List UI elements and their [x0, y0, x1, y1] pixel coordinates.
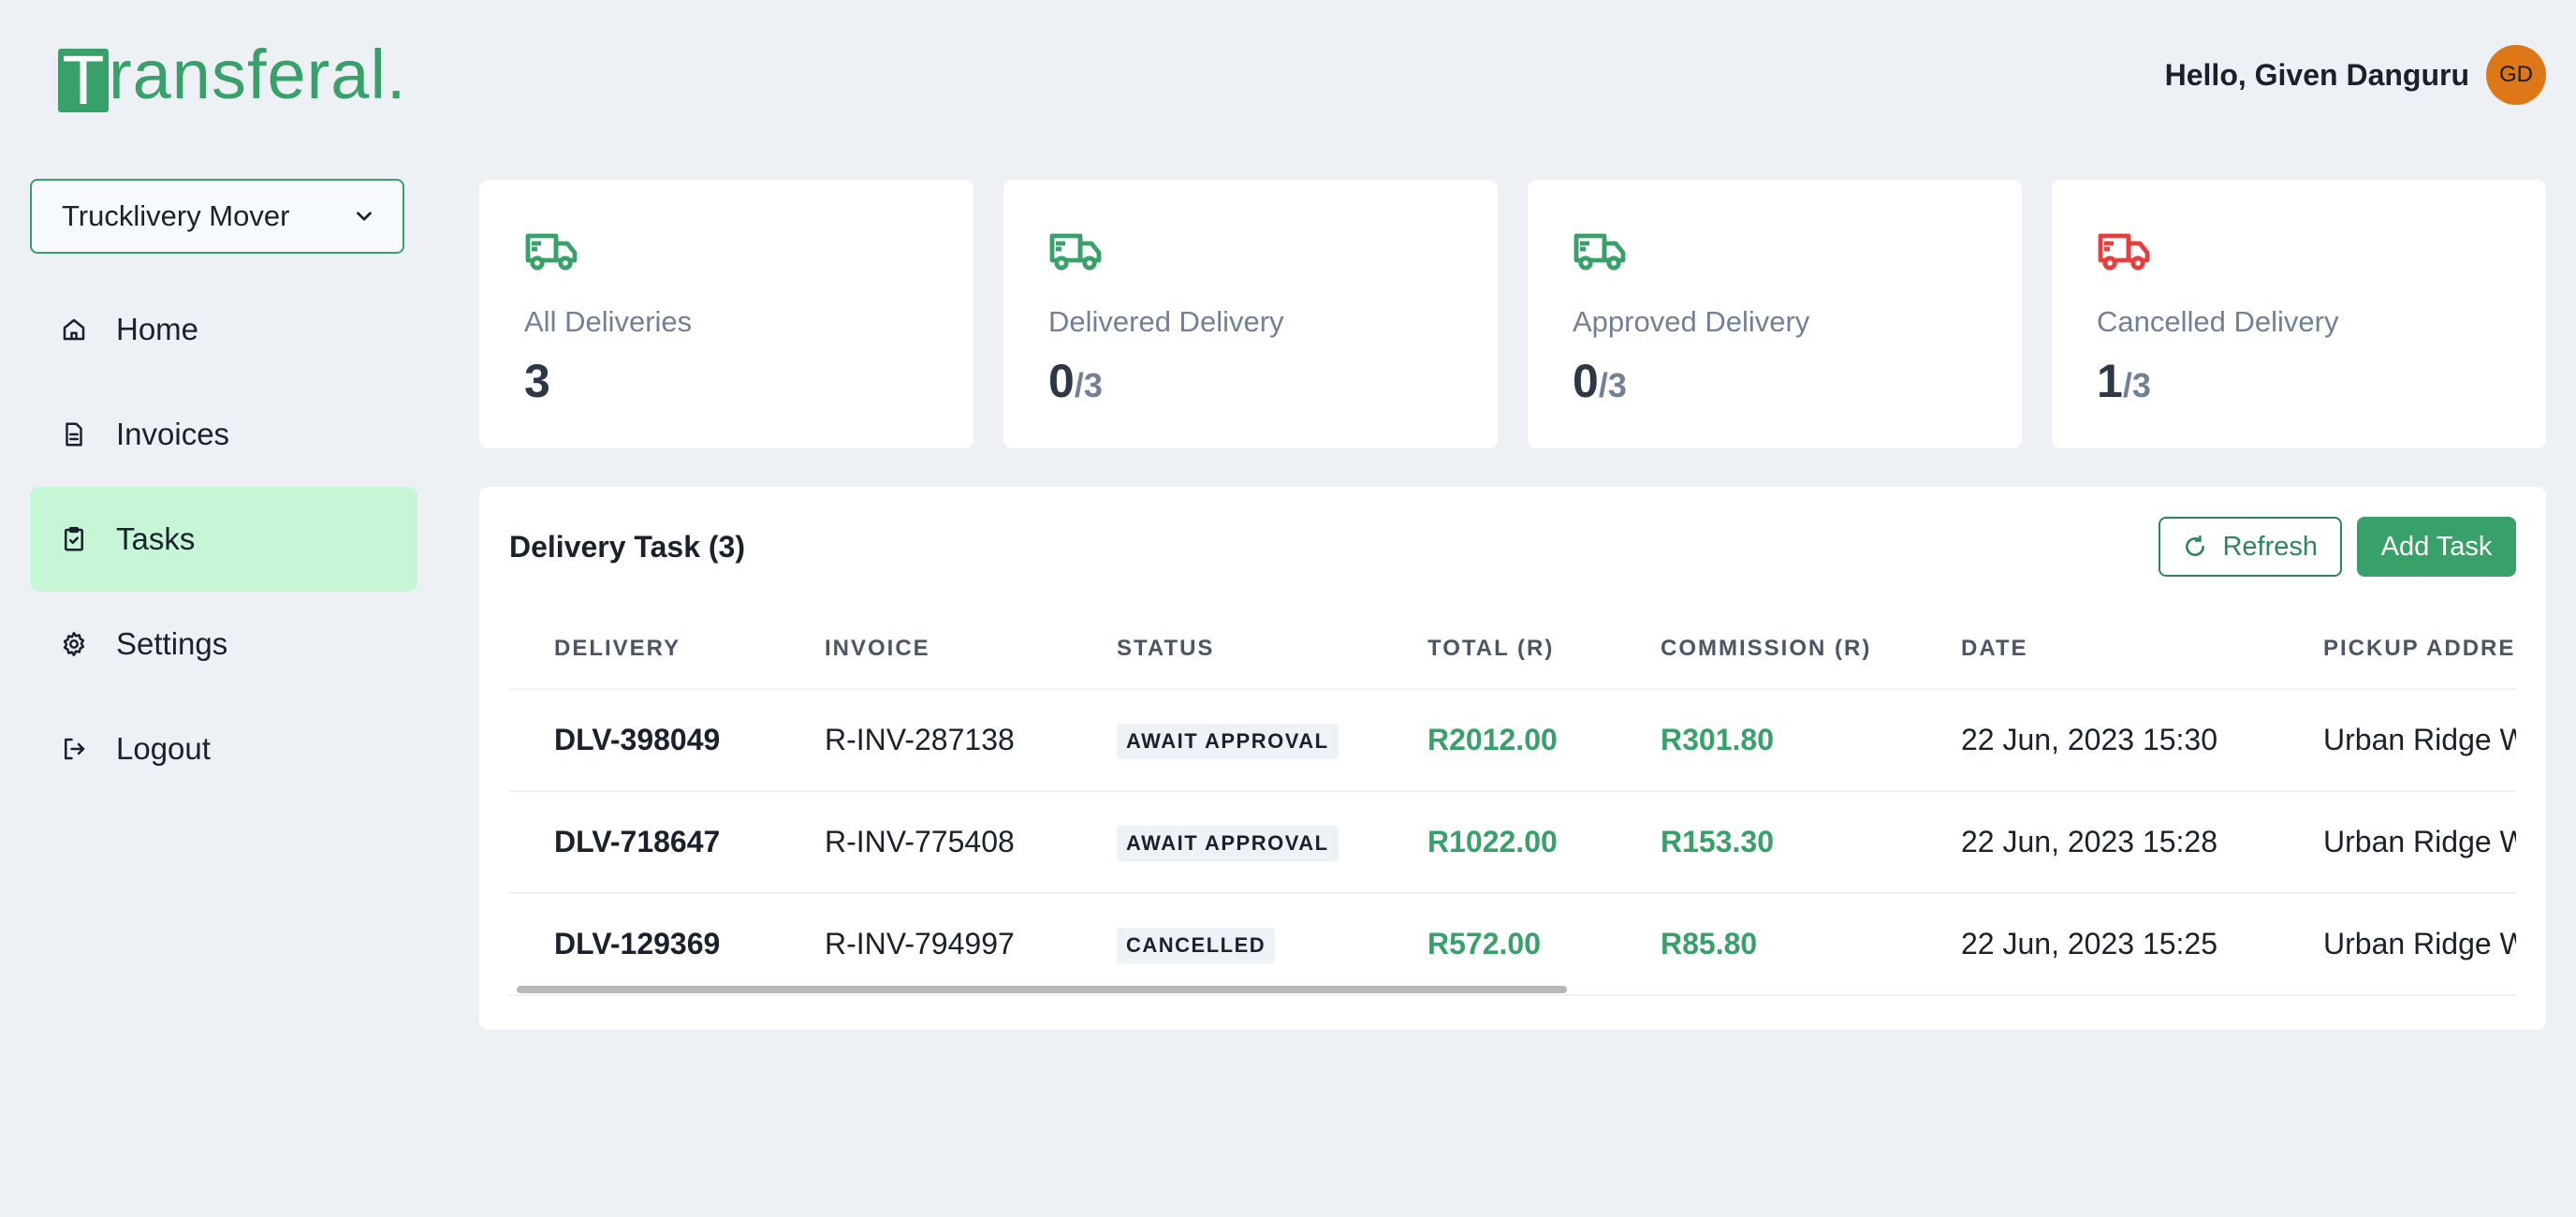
refresh-icon — [2186, 535, 2205, 557]
stat-label: Cancelled Delivery — [2097, 305, 2339, 338]
company-select[interactable]: Trucklivery Mover — [30, 179, 404, 254]
stat-label: Approved Delivery — [1573, 305, 1810, 338]
cell-delivery: DLV-129369 — [509, 893, 780, 996]
status-badge: CANCELLED — [1117, 928, 1276, 963]
truck-icon — [1573, 233, 1626, 271]
col-delivery: DELIVERY — [509, 608, 780, 690]
stat-label: All Deliveries — [524, 305, 693, 338]
cell-pickup: Urban Ridge W — [2278, 893, 2516, 996]
table-row[interactable]: DLV-398049 R-INV-287138 AWAIT APPROVAL R… — [509, 689, 2516, 792]
panel-title: Delivery Task (3) — [509, 530, 745, 564]
cell-date: 22 Jun, 2023 15:28 — [1916, 791, 2278, 894]
stat-value: 0/3 — [1048, 355, 1103, 407]
cell-total: R1022.00 — [1383, 791, 1616, 894]
chevron-down-icon — [357, 212, 372, 221]
user-greeting: Hello, Given Danguru GD — [2165, 45, 2546, 105]
cell-invoice: R-INV-287138 — [780, 689, 1072, 792]
cell-invoice: R-INV-794997 — [780, 893, 1072, 996]
sidebar-item-home[interactable]: Home — [30, 277, 417, 382]
gear-icon — [63, 631, 85, 657]
greeting-text: Hello, Given Danguru — [2164, 57, 2469, 92]
file-icon — [66, 422, 82, 447]
task-table-scroll[interactable]: DELIVERY INVOICE STATUS TOTAL (R) COMMIS… — [509, 608, 2516, 1011]
col-date: DATE — [1916, 608, 2278, 690]
stat-value: 3 — [524, 355, 550, 407]
cell-pickup: Urban Ridge W — [2278, 791, 2516, 894]
sidebar-item-settings[interactable]: Settings — [30, 592, 417, 696]
delivery-task-panel: Delivery Task (3) Refresh Add Task DELIV… — [479, 487, 2546, 1030]
cell-commission: R85.80 — [1616, 893, 1916, 996]
stat-label: Delivered Delivery — [1048, 305, 1284, 338]
col-total: TOTAL (R) — [1383, 608, 1616, 690]
stat-card-all-deliveries: All Deliveries 3 — [479, 180, 973, 448]
sidebar-item-label: Settings — [116, 626, 228, 661]
sidebar-item-invoices[interactable]: Invoices — [30, 382, 417, 487]
sidebar-item-label: Invoices — [116, 417, 230, 451]
sidebar-item-label: Logout — [116, 731, 211, 766]
col-commission: COMMISSION (R) — [1616, 608, 1916, 690]
stat-value: 0/3 — [1573, 355, 1627, 407]
home-icon — [63, 318, 85, 341]
clipboard-check-icon — [65, 526, 83, 551]
horizontal-scrollbar[interactable] — [517, 986, 1567, 993]
truck-icon — [525, 233, 578, 271]
cell-date: 22 Jun, 2023 15:25 — [1916, 893, 2278, 996]
sidebar-item-tasks[interactable]: Tasks — [30, 487, 417, 592]
stat-card-delivered: Delivered Delivery 0/3 — [1003, 180, 1498, 448]
brand-logo[interactable]: T ransferal. — [58, 36, 407, 115]
col-invoice: INVOICE — [780, 608, 1072, 690]
add-task-button[interactable]: Add Task — [2357, 517, 2516, 577]
cell-pickup: Urban Ridge W — [2278, 689, 2516, 792]
company-select-value: Trucklivery Mover — [62, 199, 290, 232]
cell-commission: R153.30 — [1616, 791, 1916, 894]
sidebar-item-label: Tasks — [116, 521, 196, 556]
status-badge: AWAIT APPROVAL — [1117, 826, 1339, 861]
cell-commission: R301.80 — [1616, 689, 1916, 792]
cell-invoice: R-INV-775408 — [780, 791, 1072, 894]
cell-date: 22 Jun, 2023 15:30 — [1916, 689, 2278, 792]
sidebar-nav: Home Invoices Tasks Settings Logout — [30, 277, 417, 801]
logo-initial: T — [58, 46, 109, 115]
logout-icon — [65, 738, 85, 760]
logo-text: ransferal. — [109, 36, 407, 113]
sidebar-item-logout[interactable]: Logout — [30, 696, 417, 801]
stat-card-cancelled: Cancelled Delivery 1/3 — [2052, 180, 2546, 448]
sidebar-item-label: Home — [116, 312, 199, 346]
cell-status: CANCELLED — [1072, 893, 1383, 996]
col-pickup-address: PICKUP ADDRESS — [2278, 608, 2516, 690]
cell-delivery: DLV-718647 — [509, 791, 780, 894]
table-header-row: DELIVERY INVOICE STATUS TOTAL (R) COMMIS… — [509, 608, 2516, 690]
truck-icon — [1049, 233, 1102, 271]
stat-value: 1/3 — [2097, 355, 2151, 407]
task-table: DELIVERY INVOICE STATUS TOTAL (R) COMMIS… — [509, 608, 2516, 996]
cell-total: R572.00 — [1383, 893, 1616, 996]
col-status: STATUS — [1072, 608, 1383, 690]
stat-card-approved: Approved Delivery 0/3 — [1528, 180, 2022, 448]
cell-status: AWAIT APPROVAL — [1072, 689, 1383, 792]
avatar[interactable]: GD — [2486, 45, 2546, 105]
table-row[interactable]: DLV-718647 R-INV-775408 AWAIT APPROVAL R… — [509, 791, 2516, 894]
cell-total: R2012.00 — [1383, 689, 1616, 792]
status-badge: AWAIT APPROVAL — [1117, 724, 1339, 759]
table-row[interactable]: DLV-129369 R-INV-794997 CANCELLED R572.0… — [509, 893, 2516, 996]
refresh-button[interactable]: Refresh — [2159, 517, 2342, 577]
refresh-label: Refresh — [2222, 531, 2318, 562]
cell-delivery: DLV-398049 — [509, 689, 780, 792]
truck-icon — [2098, 233, 2150, 271]
cell-status: AWAIT APPROVAL — [1072, 791, 1383, 894]
